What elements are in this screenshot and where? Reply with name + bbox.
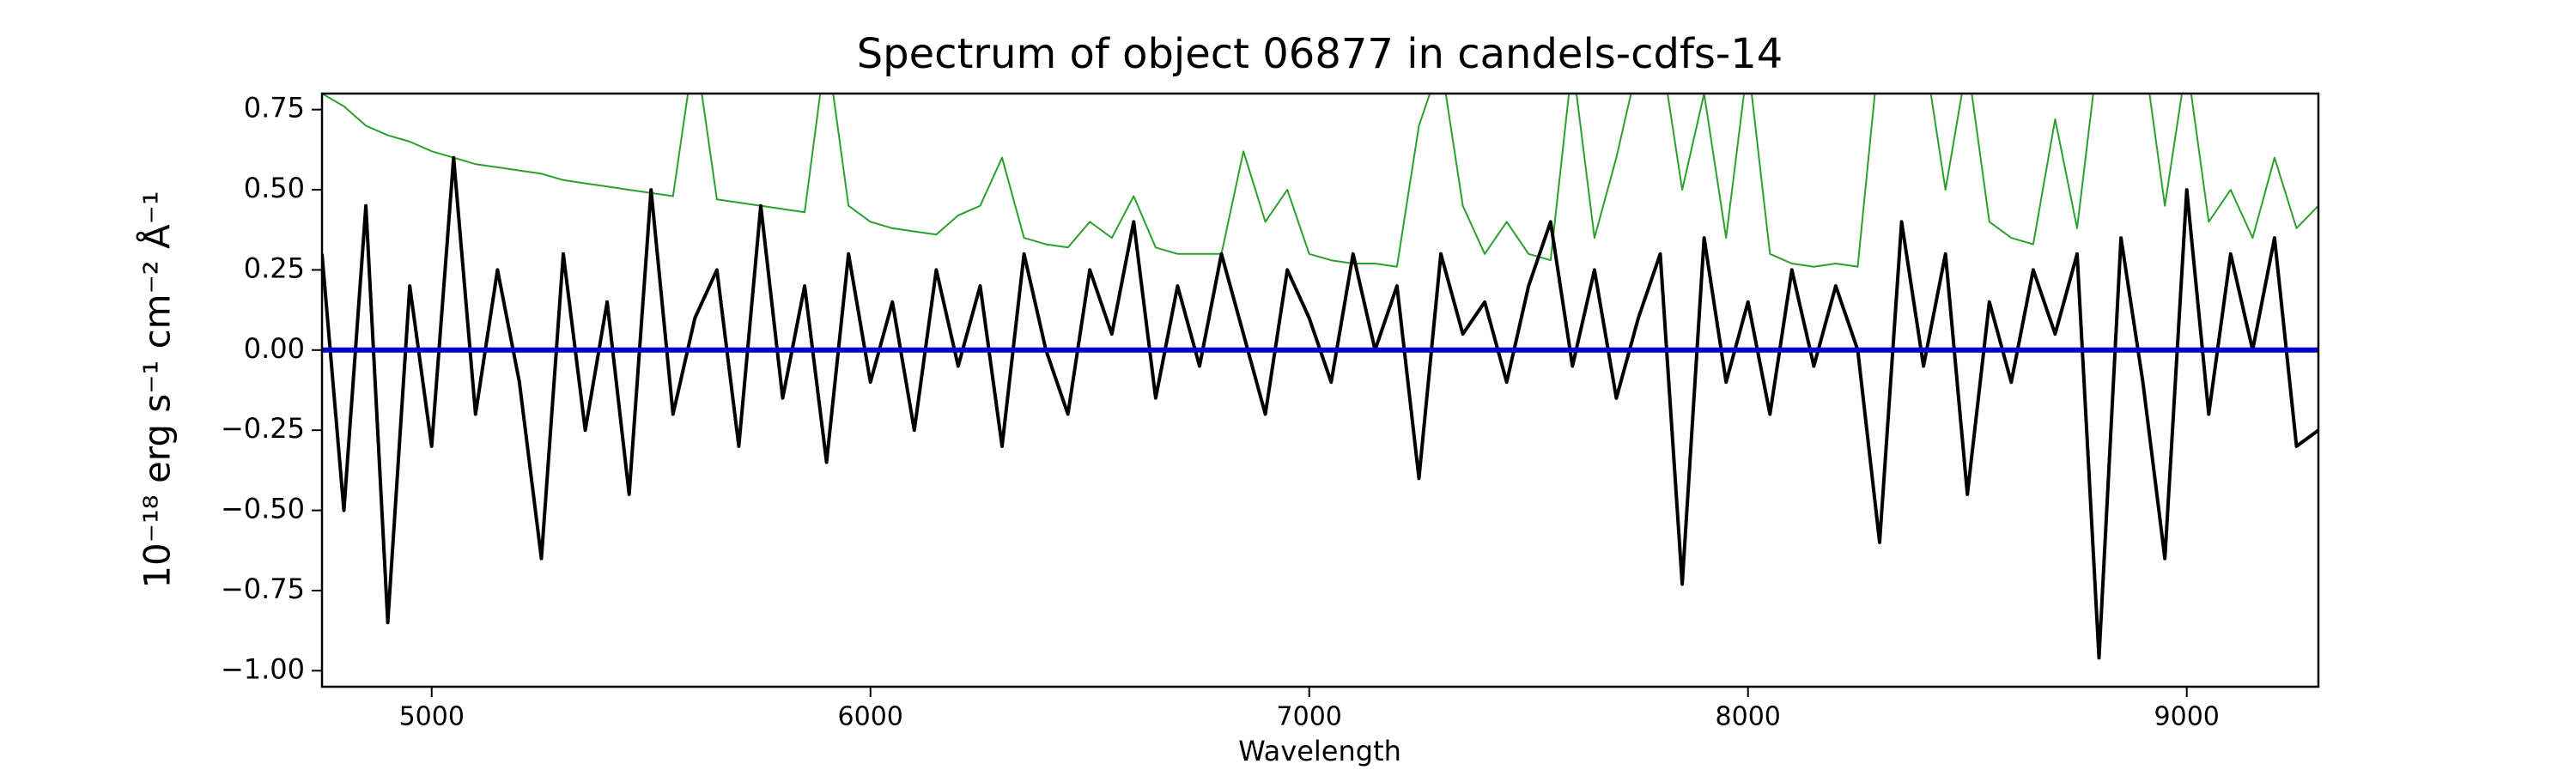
plot-area xyxy=(322,94,2318,660)
x-tick-label: 7000 xyxy=(1277,702,1342,732)
y-tick-label: −0.50 xyxy=(221,493,305,525)
y-tick-label: −1.00 xyxy=(221,652,305,685)
x-axis-label: Wavelength xyxy=(1238,735,1401,767)
y-tick-label: −0.75 xyxy=(221,573,305,605)
x-tick-label: 6000 xyxy=(838,702,903,732)
y-tick-label: 0.50 xyxy=(244,172,305,204)
chart-title: Spectrum of object 06877 in candels-cdfs… xyxy=(857,30,1783,78)
y-tick-label: −0.25 xyxy=(221,412,305,445)
x-tick-label: 5000 xyxy=(399,702,465,732)
y-axis-label: 10⁻¹⁸ erg s⁻¹ cm⁻² Å⁻¹ xyxy=(136,191,179,588)
y-tick-label: 0.00 xyxy=(244,332,305,365)
x-tick-label: 8000 xyxy=(1716,702,1781,732)
y-tick-label: 0.75 xyxy=(244,92,305,124)
y-tick-label: 0.25 xyxy=(244,252,305,284)
spectrum-line xyxy=(322,94,2318,268)
x-tick-label: 9000 xyxy=(2154,702,2220,732)
plot-frame xyxy=(320,92,2320,688)
